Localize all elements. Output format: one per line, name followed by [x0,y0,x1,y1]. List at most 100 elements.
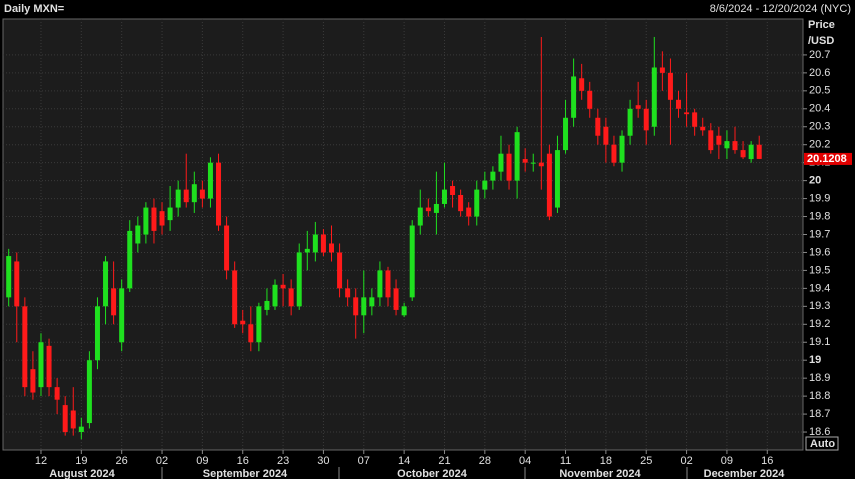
x-tick-label: 02 [680,455,692,467]
candle-body [86,360,92,424]
x-tick-label: 16 [761,455,773,467]
y-tick-label: 20.4 [809,103,830,115]
y-tick-label: 20 [809,175,821,187]
candle-body [224,225,230,271]
y-tick-label: 19.5 [809,264,830,276]
price-marker-label: 20.1208 [807,153,847,165]
month-label: September 2024 [203,468,288,479]
candle-body [377,270,383,298]
month-label: October 2024 [397,468,468,479]
candle-body [312,234,318,253]
candle-body [46,345,52,388]
candle-body [337,252,343,289]
y-tick-label: 19.4 [809,282,830,294]
candle-body [587,90,593,109]
candle-body [692,112,698,127]
candle-body [433,203,439,213]
candle-body [409,225,415,298]
y-tick-label: 19.2 [809,318,830,330]
candle-body [546,153,552,217]
candle-body [756,144,762,159]
auto-button[interactable] [805,436,839,451]
x-tick-label: 07 [358,455,370,467]
candle-body [458,194,464,212]
candle-body [748,144,754,160]
candle-body [619,135,625,163]
candle-body [651,67,657,127]
y-tick-label: 18.9 [809,372,830,384]
candle-body [490,171,496,181]
candle-body [199,189,205,199]
y-tick-label: 20.5 [809,85,830,97]
y-tick-label: 18.6 [809,426,830,438]
candle-body [143,207,149,235]
x-tick-label: 19 [75,455,87,467]
candle-body [248,324,254,343]
candle-body [167,207,173,221]
candle-body [94,306,100,361]
y-label: Price [808,19,835,31]
candle-body [667,72,673,100]
candle-body [466,207,472,217]
candle-body [732,141,738,151]
x-tick-label: 28 [479,455,491,467]
candle-body [571,76,577,118]
auto-label[interactable]: Auto [810,438,835,450]
candle-body [708,130,714,151]
y-tick-label: 20.2 [809,139,830,151]
x-tick-label: 02 [156,455,168,467]
candle-body [78,426,84,433]
candle-body [62,405,68,433]
candle-body [256,306,262,343]
x-tick-label: 09 [196,455,208,467]
x-tick-label: 14 [398,455,410,467]
candle-body [530,162,536,164]
price-marker [804,152,852,165]
x-tick-label: 26 [116,455,128,467]
candle-body [716,135,722,145]
x-tick-label: 21 [438,455,450,467]
candle-body [207,162,213,199]
candle-body [603,126,609,145]
x-tick-label: 23 [277,455,289,467]
y-label: /USD [808,35,834,47]
candle-body [425,207,431,212]
y-tick-label: 19 [809,354,821,366]
candle-body [595,117,601,136]
candle-body [22,306,28,388]
candle-body [304,248,310,253]
candle-body [272,284,278,307]
x-tick-label: 30 [317,455,329,467]
y-tick-label: 19.8 [809,210,830,222]
candle-body [240,320,246,325]
candle-body [183,189,189,203]
date-range: 8/6/2024 - 12/20/2024 (NYC) [710,3,851,15]
x-tick-label: 25 [640,455,652,467]
candle-body [296,252,302,307]
candle-body [659,67,665,73]
candle-body [514,132,520,181]
candle-body [635,105,641,109]
candle-body [611,144,617,163]
candle-body [563,117,569,151]
candle-body [111,288,117,316]
candle-body [522,159,528,163]
candle-body [280,284,286,289]
candle-body [627,108,633,136]
y-tick-label: 19.6 [809,246,830,258]
y-tick-label: 19.9 [809,192,830,204]
y-tick-label: 19.1 [809,336,830,348]
x-tick-label: 16 [237,455,249,467]
candle-body [191,184,197,203]
y-tick-label: 20.3 [809,121,830,133]
x-tick-label: 11 [560,455,571,467]
month-label: November 2024 [559,468,641,479]
candle-body [38,342,44,388]
candle-body [345,288,351,298]
candle-body [554,150,560,208]
candle-body [135,225,141,244]
y-tick-label: 20.7 [809,49,830,61]
x-tick-label: 12 [35,455,47,467]
x-tick-label: 04 [519,455,531,467]
candle-body [506,153,512,181]
